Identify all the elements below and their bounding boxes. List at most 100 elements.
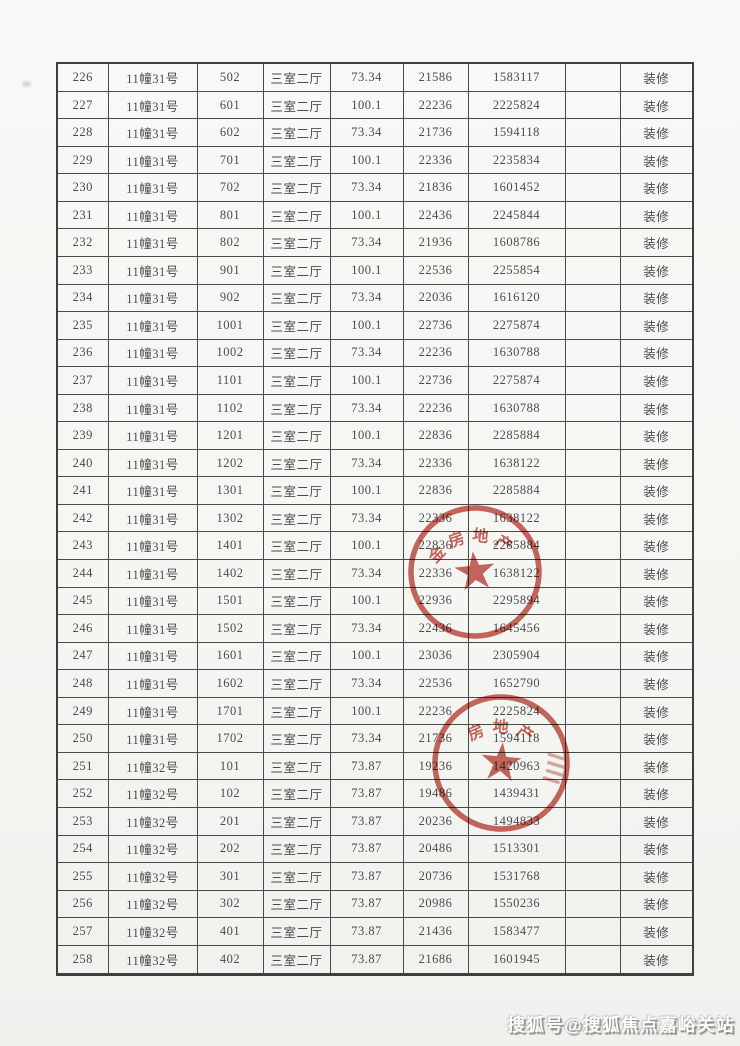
cell-blank [564,559,621,588]
cell-total_price: 1608786 [467,228,566,258]
cell-note: 装修 [619,90,694,120]
table-row: 257 11幢32号 401 三室二厅 73.87 21436 1583477 装修 [56,917,694,946]
table-row: 238 11幢31号 1102 三室二厅 73.34 22236 1630788 装修 [56,393,694,423]
cell-layout: 三室二厅 [262,393,331,423]
cell-layout: 三室二厅 [262,338,331,368]
cell-room: 702 [196,173,264,202]
cell-room: 1501 [196,586,264,616]
cell-area: 73.87 [329,944,404,976]
cell-note: 装修 [619,834,694,864]
cell-note: 装修 [619,531,694,561]
cell-seq: 236 [56,338,109,368]
cell-building: 11幢32号 [107,917,198,946]
cell-unit_price: 19486 [402,779,469,808]
cell-seq: 233 [56,256,109,285]
cell-seq: 245 [56,586,109,616]
cell-unit_price: 20486 [402,834,469,864]
cell-building: 11幢32号 [107,889,198,919]
cell-seq: 243 [56,531,109,561]
cell-area: 100.1 [329,421,404,450]
cell-note: 装修 [619,889,694,919]
cell-room: 1701 [196,696,264,726]
cell-blank [564,614,621,643]
cell-layout: 三室二厅 [262,751,331,781]
cell-total_price: 1550236 [467,889,566,919]
table-row: 234 11幢31号 902 三室二厅 73.34 22036 1616120 装修 [56,283,694,313]
cell-total_price: 1594118 [467,118,566,147]
cell-layout: 三室二厅 [262,586,331,616]
cell-area: 73.34 [329,118,404,147]
cell-seq: 244 [56,559,109,588]
cell-blank [564,917,621,946]
cell-layout: 三室二厅 [262,696,331,726]
cell-layout: 三室二厅 [262,834,331,864]
cell-area: 73.87 [329,889,404,919]
cell-building: 11幢31号 [107,696,198,726]
cell-note: 装修 [619,476,694,505]
cell-layout: 三室二厅 [262,173,331,202]
cell-note: 装修 [619,283,694,313]
cell-layout: 三室二厅 [262,145,331,175]
svg-text:房地产: 房地产 [463,714,544,750]
cell-seq: 250 [56,724,109,753]
cell-seq: 258 [56,944,109,976]
table-row: 232 11幢31号 802 三室二厅 73.34 21936 1608786 装修 [56,228,694,258]
cell-layout: 三室二厅 [262,421,331,450]
cell-unit_price: 20986 [402,889,469,919]
cell-note: 装修 [619,806,694,836]
cell-layout: 三室二厅 [262,283,331,313]
cell-total_price: 1583477 [467,917,566,946]
cell-unit_price: 22736 [402,311,469,340]
cell-unit_price: 22336 [402,145,469,175]
seal-ring [432,694,570,832]
cell-room: 102 [196,779,264,808]
seal-ring [408,505,542,639]
cell-room: 402 [196,944,264,976]
cell-room: 901 [196,256,264,285]
cell-seq: 227 [56,90,109,120]
table-row: 236 11幢31号 1002 三室二厅 73.34 22236 1630788 装修 [56,338,694,368]
cell-note: 装修 [619,751,694,781]
cell-area: 100.1 [329,641,404,671]
cell-note: 装修 [619,393,694,423]
cell-note: 装修 [619,559,694,588]
cell-layout: 三室二厅 [262,724,331,753]
cell-room: 302 [196,889,264,919]
cell-unit_price: 21436 [402,917,469,946]
cell-area: 73.87 [329,751,404,781]
cell-room: 301 [196,862,264,891]
cell-building: 11幢31号 [107,173,198,202]
cell-unit_price: 22836 [402,476,469,505]
cell-note: 装修 [619,448,694,478]
cell-seq: 242 [56,503,109,533]
cell-building: 11幢31号 [107,90,198,120]
cell-total_price: 1601452 [467,173,566,202]
table-row: 247 11幢31号 1601 三室二厅 100.1 23036 2305904 装修 [56,641,694,671]
cell-layout: 三室二厅 [262,366,331,395]
table-row: 258 11幢32号 402 三室二厅 73.87 21686 1601945 装修 [56,944,694,976]
cell-seq: 232 [56,228,109,258]
cell-unit_price: 22536 [402,669,469,698]
cell-note: 装修 [619,311,694,340]
cell-blank [564,173,621,202]
cell-unit_price: 21586 [402,62,469,92]
cell-total_price: 2245844 [467,200,566,230]
cell-layout: 三室二厅 [262,476,331,505]
cell-area: 73.34 [329,393,404,423]
cell-layout: 三室二厅 [262,806,331,836]
table-row: 250 11幢31号 1702 三室二厅 73.34 21736 1594118 装修 [56,724,694,753]
cell-area: 73.87 [329,806,404,836]
cell-layout: 三室二厅 [262,531,331,561]
cell-area: 100.1 [329,531,404,561]
cell-note: 装修 [619,338,694,368]
cell-layout: 三室二厅 [262,669,331,698]
cell-building: 11幢31号 [107,559,198,588]
table-row: 230 11幢31号 702 三室二厅 73.34 21836 1601452 装修 [56,173,694,202]
cell-blank [564,944,621,976]
cell-building: 11幢31号 [107,118,198,147]
cell-total_price: 1638122 [467,559,566,588]
cell-seq: 239 [56,421,109,450]
cell-total_price: 2295894 [467,586,566,616]
table-row: 251 11幢32号 101 三室二厅 73.87 19236 1420963 装修 [56,751,694,781]
seal-arc-text: 房地产 [463,714,544,750]
